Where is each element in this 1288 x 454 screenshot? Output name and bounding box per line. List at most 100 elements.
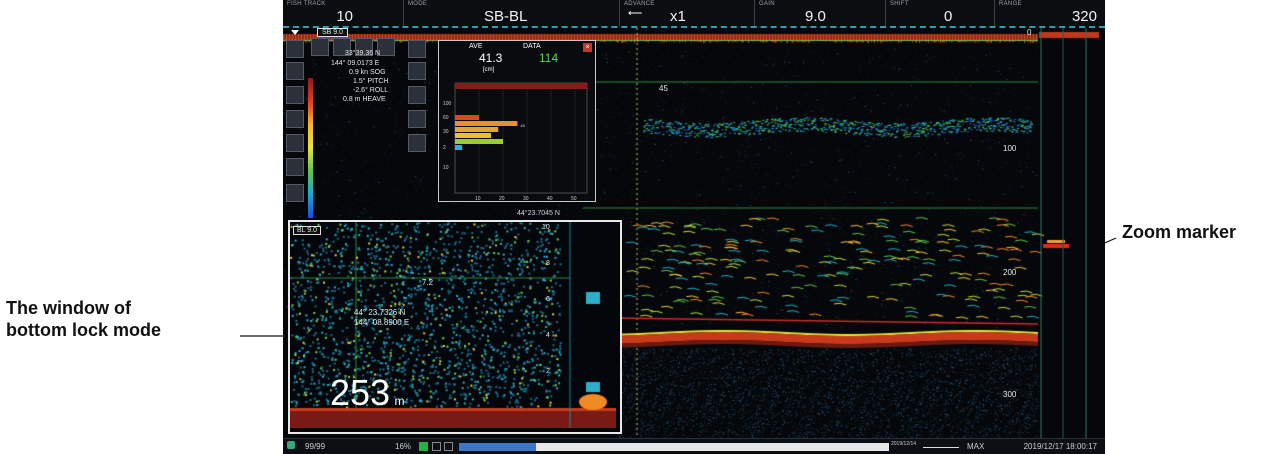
nav-roll: -2.6° ROLL bbox=[353, 87, 389, 94]
data-value: 114 bbox=[539, 51, 559, 65]
histogram-header-bar bbox=[455, 83, 587, 89]
bl-depth-label: 7.2 bbox=[422, 278, 434, 287]
advance-setting[interactable]: ADVANCE ⟵ x1 bbox=[620, 0, 754, 26]
histogram-bar bbox=[455, 145, 463, 150]
gain-value: 9.0 bbox=[805, 8, 826, 25]
nav-heave: 0.8 m HEAVE bbox=[343, 96, 386, 103]
fish-icon[interactable] bbox=[286, 134, 304, 152]
bl-tick-10: 10 bbox=[542, 224, 550, 231]
mode-setting[interactable]: MODE SB-BL bbox=[404, 0, 619, 26]
histogram-chart: 10 20 30 40 50 100 60 30 2 10 45 bbox=[443, 82, 588, 201]
range-down-icon[interactable] bbox=[408, 86, 426, 104]
bottom-lock-callout-line2: bottom lock mode bbox=[6, 320, 162, 340]
bl-lon: 144° 08.8900 E bbox=[354, 318, 410, 327]
speaker-icon[interactable] bbox=[286, 110, 304, 128]
bl-depth-unit: m bbox=[394, 394, 405, 408]
ave-label: AVE bbox=[469, 43, 483, 50]
playback-slider[interactable] bbox=[459, 443, 889, 451]
histogram-y-tick: 100 bbox=[443, 101, 452, 107]
small-date: 2019/12/14 bbox=[891, 441, 917, 447]
school-icon[interactable] bbox=[408, 134, 426, 152]
bl-tick-6: 6 bbox=[546, 296, 550, 303]
echo-mode-icon[interactable] bbox=[286, 40, 304, 58]
histogram-y-tick: 30 bbox=[443, 129, 449, 135]
max-slider[interactable] bbox=[923, 447, 959, 448]
bl-tick-8: 8 bbox=[546, 260, 550, 267]
range-label: RANGE bbox=[999, 1, 1022, 7]
bottom-lock-window[interactable]: BL 9.0 7.2 44° 23.7326 N 144° 08.8900 E … bbox=[288, 220, 622, 434]
histogram-y-tick: 60 bbox=[443, 115, 449, 121]
nav-pitch: 1.5° PITCH bbox=[353, 78, 389, 85]
bl-depth-number: 253 bbox=[330, 372, 391, 413]
histogram-bar-label: 45 bbox=[520, 123, 525, 128]
histogram-bar bbox=[455, 139, 503, 144]
data-label: DATA bbox=[523, 43, 541, 50]
page-counter: 99/99 bbox=[305, 442, 326, 451]
depth-tick-300: 300 bbox=[1003, 390, 1017, 399]
shift-value: 0 bbox=[944, 8, 953, 25]
history-icon[interactable] bbox=[286, 62, 304, 80]
bar-graph-icon[interactable] bbox=[286, 86, 304, 104]
histogram-x-tick: 10 bbox=[475, 196, 481, 201]
camera-icon[interactable] bbox=[408, 40, 426, 58]
gain-label: GAIN bbox=[759, 1, 775, 7]
histogram-y-tick: 10 bbox=[443, 165, 449, 171]
green-indicator[interactable] bbox=[419, 442, 428, 451]
shift-icon[interactable] bbox=[408, 110, 426, 128]
histogram-x-tick: 30 bbox=[523, 196, 529, 201]
bl-lat: 44° 23.7326 N bbox=[354, 308, 406, 317]
fish-track-value: 10 bbox=[336, 8, 353, 25]
sounder-screen: FISH TRACK 10 MODE SB-BL ADVANCE ⟵ x1 GA… bbox=[283, 0, 1105, 454]
range-value: 320 bbox=[1071, 8, 1097, 25]
playback-icon-2[interactable] bbox=[444, 442, 453, 451]
bl-tick-4: 4 bbox=[546, 332, 550, 339]
range-marker-45: 45 bbox=[659, 84, 668, 93]
ave-value: 41.3 bbox=[479, 51, 503, 65]
percent-readout: 16% bbox=[395, 442, 412, 451]
advance-value: x1 bbox=[670, 8, 686, 25]
ave-unit: [cm] bbox=[483, 67, 495, 73]
depth-tick-200: 200 bbox=[1003, 268, 1017, 277]
range-setting[interactable]: RANGE 320 bbox=[995, 0, 1105, 26]
color-bar bbox=[308, 78, 313, 218]
status-icon bbox=[287, 441, 295, 449]
zoom-icon[interactable] bbox=[377, 38, 395, 56]
fish-track-label: FISH TRACK bbox=[287, 1, 326, 7]
depth-tick-100: 100 bbox=[1003, 144, 1017, 153]
bottom-lock-tag[interactable]: BL 9.0 bbox=[293, 226, 321, 235]
datetime: 2019/12/17 18:00:17 bbox=[1023, 442, 1097, 451]
histogram-x-tick: 20 bbox=[499, 196, 505, 201]
nav-sog: 0.9 kn SOG bbox=[349, 69, 386, 76]
depth-scale bbox=[1040, 28, 1087, 440]
histogram-bar bbox=[455, 115, 479, 120]
zoom-marker-callout: Zoom marker bbox=[1122, 222, 1237, 242]
settings-bar: FISH TRACK 10 MODE SB-BL ADVANCE ⟵ x1 GA… bbox=[283, 0, 1105, 28]
wrench-icon[interactable] bbox=[286, 184, 304, 202]
bl-tick-2: 2 bbox=[546, 368, 550, 375]
mode-tag[interactable]: SB 9.0 bbox=[317, 28, 349, 37]
bl-depth-value: 253 m bbox=[330, 372, 405, 414]
layout-icon-3[interactable] bbox=[355, 38, 373, 56]
fish-size-histogram-window[interactable]: AVE 41.3 [cm] DATA 114 × 10 20 30 40 50 100 60… bbox=[438, 40, 596, 202]
nav-lat: 33°39.36 N bbox=[345, 50, 381, 57]
fish-track-setting[interactable]: FISH TRACK 10 bbox=[283, 0, 403, 26]
range-up-icon[interactable] bbox=[408, 62, 426, 80]
menu-triangle-icon[interactable] bbox=[291, 30, 299, 35]
mode-label: MODE bbox=[408, 1, 428, 7]
playback-icon-1[interactable] bbox=[432, 442, 441, 451]
gain-setting[interactable]: GAIN 9.0 bbox=[755, 0, 885, 26]
layout-icon-1[interactable] bbox=[311, 38, 329, 56]
histogram-bar bbox=[455, 121, 518, 126]
playback-slider-fill bbox=[459, 443, 537, 451]
mid-position: 44°23.7045 N bbox=[517, 210, 560, 217]
bottom-lock-canvas bbox=[290, 222, 616, 428]
close-icon[interactable]: × bbox=[583, 43, 592, 52]
layout-icon-2[interactable] bbox=[333, 38, 351, 56]
histogram-bar bbox=[455, 133, 491, 138]
advance-label: ADVANCE bbox=[624, 1, 655, 7]
save-icon[interactable] bbox=[286, 158, 304, 176]
shift-setting[interactable]: SHIFT 0 bbox=[886, 0, 994, 26]
histogram-bar bbox=[455, 127, 499, 132]
advance-arrow-icon: ⟵ bbox=[628, 8, 643, 19]
status-bar: 99/99 16% 2019/12/14 MAX 2019/12/17 18:0… bbox=[283, 438, 1105, 454]
